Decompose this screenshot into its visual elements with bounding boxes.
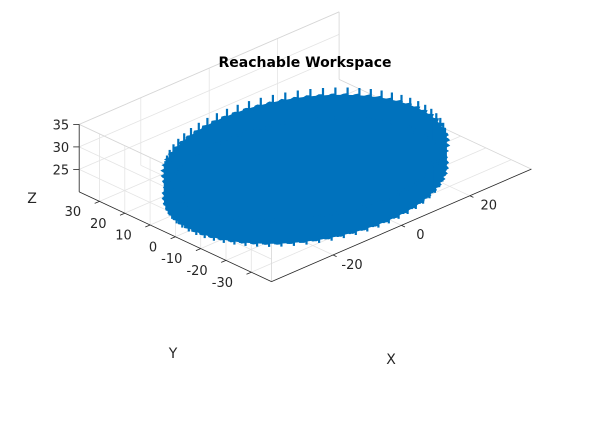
y-tick-mark bbox=[246, 271, 252, 275]
x-tick-label: -20 bbox=[341, 258, 362, 273]
y-tick-mark bbox=[119, 212, 125, 216]
z-axis-label: Z bbox=[27, 191, 37, 207]
y-tick-label: 30 bbox=[65, 205, 82, 220]
workspace-plot bbox=[160, 87, 451, 247]
tick-labels: -20 0 20 -30 -20 -10 0 10 20 30 25 30 35 bbox=[53, 118, 497, 290]
z-tick-label: 25 bbox=[53, 163, 70, 178]
z-grid-line-back bbox=[79, 56, 340, 170]
y-tick-mark bbox=[145, 224, 151, 228]
y-tick-label: -20 bbox=[186, 264, 207, 279]
x-tick-mark bbox=[332, 254, 337, 257]
back-frame-edge bbox=[79, 11, 340, 125]
axes-box bbox=[73, 124, 532, 282]
z-tick-label: 30 bbox=[53, 141, 70, 156]
y-tick-mark bbox=[221, 260, 227, 263]
z-grid-line-back bbox=[79, 34, 340, 148]
workspace-top-rim bbox=[160, 93, 451, 223]
x-tick-mark bbox=[469, 195, 474, 198]
x-axis-line bbox=[271, 168, 532, 282]
y-tick-mark bbox=[195, 248, 201, 251]
y-tick-mark bbox=[170, 236, 176, 240]
y-tick-label: -30 bbox=[212, 276, 233, 291]
y-tick-mark bbox=[94, 201, 100, 204]
x-axis-label: X bbox=[386, 352, 396, 368]
y-tick-label: 0 bbox=[149, 240, 157, 255]
x-tick-mark bbox=[401, 225, 406, 228]
workspace-bottom-rim bbox=[161, 116, 450, 245]
y-tick-label: 10 bbox=[115, 229, 132, 244]
x-tick-label: 0 bbox=[416, 228, 424, 243]
y-tick-label: 20 bbox=[90, 217, 107, 232]
z-tick-label: 35 bbox=[53, 118, 70, 133]
chart-title: Reachable Workspace bbox=[219, 55, 392, 71]
x-tick-label: 20 bbox=[481, 199, 498, 214]
y-axis-label: Y bbox=[168, 346, 178, 362]
y-tick-label: -10 bbox=[161, 252, 182, 267]
